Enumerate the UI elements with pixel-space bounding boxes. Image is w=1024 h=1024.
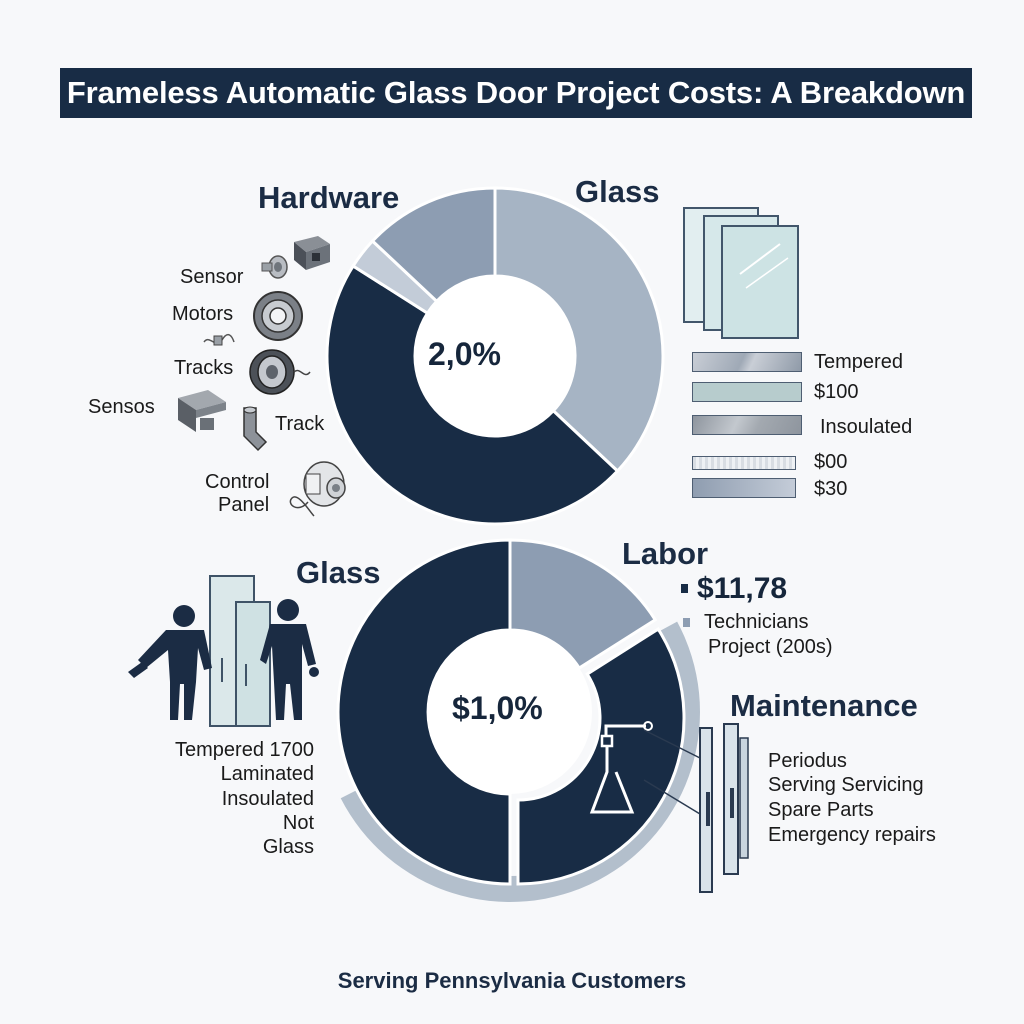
hardware-item-control: Control <box>205 471 270 493</box>
bottom-center-value: $1,0% <box>452 690 543 726</box>
glass-item-tempered: Tempered <box>814 351 903 373</box>
labor-amount: $11,78 <box>697 572 788 605</box>
sensor-box-icon <box>294 236 330 270</box>
top-center-value: 2,0% <box>428 336 501 372</box>
track-fitting-icon <box>243 406 268 452</box>
swatch-tempered <box>692 352 802 372</box>
donut-slice-maintenance <box>516 626 686 886</box>
footer-text: Serving Pennsylvania Customers <box>337 968 687 993</box>
hardware-item-track: Track <box>275 413 325 435</box>
bottom-glass-line-4: Not <box>282 812 314 834</box>
page-title: Frameless Automatic Glass Door Project C… <box>60 68 972 118</box>
hardware-item-motors: Motors <box>172 303 234 325</box>
track-roller-icon <box>249 349 311 395</box>
hardware-item-sensos: Sensos <box>88 396 155 418</box>
hardware-item-sensor: Sensor <box>180 266 244 288</box>
labor-line-technicians: Technicians <box>704 611 809 633</box>
bottom-glass-line-5: Glass <box>262 836 314 858</box>
bottom-glass-line-1: Tempered 1700 <box>175 739 314 761</box>
glass-item-30: $30 <box>814 478 848 500</box>
maintenance-line-periodus: Periodus <box>768 750 847 772</box>
sensor-bracket-icon <box>178 390 226 432</box>
donut-hole <box>415 276 575 436</box>
maintenance-line-servicing: Serving Servicing <box>768 774 924 796</box>
labor-bullet-dark <box>681 584 688 593</box>
labor-line-project: Project (200s) <box>708 636 833 658</box>
maintenance-tool-icon <box>589 721 653 814</box>
donut-hole <box>428 630 592 794</box>
wire-icon <box>203 333 235 346</box>
door-handles-icon <box>643 723 749 893</box>
glass-item-00: $00 <box>814 451 848 473</box>
glass-heading-bottom: Glass <box>296 555 381 590</box>
hardware-item-panel: Panel <box>218 494 270 516</box>
bottom-glass-line-2: Laminated <box>220 763 314 785</box>
hardware-item-tracks: Tracks <box>174 357 234 379</box>
sensor-icon <box>261 255 288 279</box>
bottom-glass-line-3: Insoulated <box>221 788 314 810</box>
maintenance-line-spare-parts: Spare Parts <box>768 799 874 821</box>
swatch-30 <box>692 478 796 498</box>
maintenance-line-emergency: Emergency repairs <box>768 824 936 846</box>
labor-bullet-light <box>683 618 690 627</box>
glass-heading-top: Glass <box>575 174 660 209</box>
glass-item-100: $100 <box>814 381 859 403</box>
swatch-100 <box>692 382 802 402</box>
control-panel-icon <box>289 461 346 517</box>
maintenance-heading: Maintenance <box>730 688 918 723</box>
labor-heading: Labor <box>622 536 709 571</box>
installers-icon <box>128 575 319 727</box>
swatch-insoulated <box>692 415 802 435</box>
motor-icon <box>253 291 303 341</box>
glass-panes-icon <box>683 207 799 339</box>
swatch-00 <box>692 456 796 470</box>
hardware-heading: Hardware <box>258 180 400 215</box>
glass-item-insoulated: Insoulated <box>820 416 913 438</box>
donut-slice-navy-segment <box>325 263 620 526</box>
